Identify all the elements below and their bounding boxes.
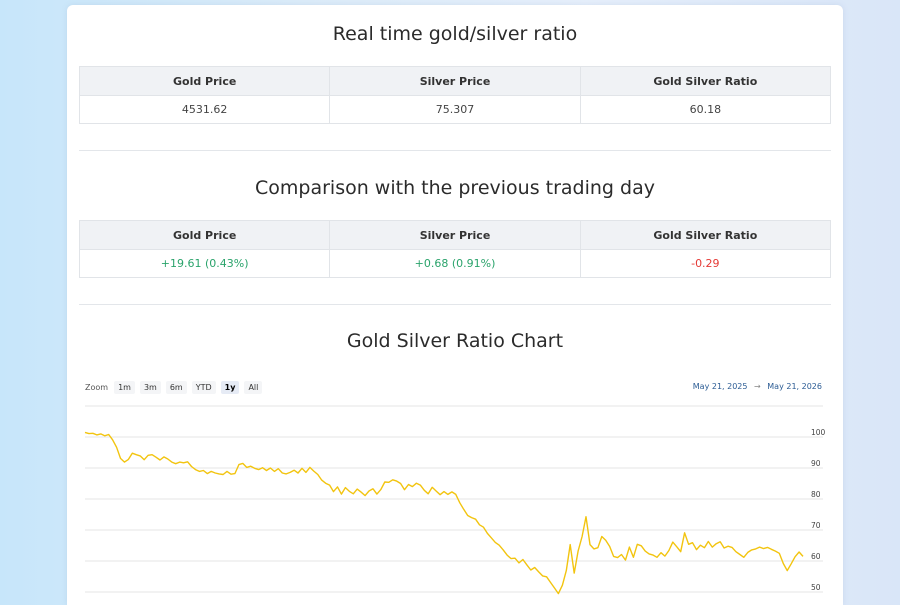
value-gold-silver-ratio: 60.18 <box>579 95 832 124</box>
zoom-3m-button[interactable]: 3m <box>139 381 161 394</box>
y-tick-label: 90 <box>811 459 821 468</box>
change-silver-price: +0.68 (0.91%) <box>329 249 581 278</box>
section-divider <box>79 304 831 305</box>
y-tick-label: 60 <box>811 552 821 561</box>
gold-silver-ratio-chart[interactable]: 50 60 70 80 90 100 <box>67 400 843 605</box>
range-to-input[interactable]: May 21, 2026 <box>767 382 822 391</box>
table-row: +19.61 (0.43%) +0.68 (0.91%) -0.29 <box>78 249 832 278</box>
y-tick-label: 50 <box>811 583 821 592</box>
header-gold-price: Gold Price <box>78 220 331 250</box>
main-card: Real time gold/silver ratio Gold Price S… <box>67 5 843 605</box>
zoom-controls: Zoom 1m 3m 6m YTD 1y All <box>85 381 267 394</box>
header-gold-price: Gold Price <box>78 66 331 96</box>
table-header-row: Gold Price Silver Price Gold Silver Rati… <box>78 220 832 250</box>
range-from-input[interactable]: May 21, 2025 <box>692 382 748 391</box>
header-gold-silver-ratio: Gold Silver Ratio <box>579 66 832 96</box>
header-silver-price: Silver Price <box>329 220 581 250</box>
y-tick-label: 100 <box>811 428 826 437</box>
header-gold-silver-ratio: Gold Silver Ratio <box>579 220 832 250</box>
range-arrow-icon: → <box>754 382 761 391</box>
zoom-all-button[interactable]: All <box>244 381 263 394</box>
change-gold-price: +19.61 (0.43%) <box>78 249 331 278</box>
header-silver-price: Silver Price <box>329 66 581 96</box>
zoom-6m-button[interactable]: 6m <box>165 381 187 394</box>
realtime-title: Real time gold/silver ratio <box>332 23 578 45</box>
value-gold-price: 4531.62 <box>78 95 331 124</box>
ratio-series-line <box>84 431 804 595</box>
date-range: May 21, 2025 → May 21, 2026 <box>693 382 822 391</box>
table-header-row: Gold Price Silver Price Gold Silver Rati… <box>78 66 832 96</box>
zoom-1y-button[interactable]: 1y <box>220 381 240 394</box>
comparison-table: Gold Price Silver Price Gold Silver Rati… <box>78 220 832 278</box>
chart-grid <box>85 405 823 593</box>
comparison-title: Comparison with the previous trading day <box>255 177 655 199</box>
y-axis: 50 60 70 80 90 100 <box>811 428 826 592</box>
y-tick-label: 80 <box>811 490 821 499</box>
chart-series <box>84 431 804 595</box>
change-gold-silver-ratio: -0.29 <box>579 249 832 278</box>
table-row: 4531.62 75.307 60.18 <box>78 95 832 124</box>
section-divider <box>79 150 831 151</box>
zoom-1m-button[interactable]: 1m <box>114 381 135 394</box>
y-tick-label: 70 <box>811 521 821 530</box>
zoom-label: Zoom <box>85 383 109 392</box>
chart-title: Gold Silver Ratio Chart <box>346 330 564 352</box>
realtime-table: Gold Price Silver Price Gold Silver Rati… <box>78 66 832 124</box>
value-silver-price: 75.307 <box>329 95 581 124</box>
zoom-ytd-button[interactable]: YTD <box>191 381 216 394</box>
